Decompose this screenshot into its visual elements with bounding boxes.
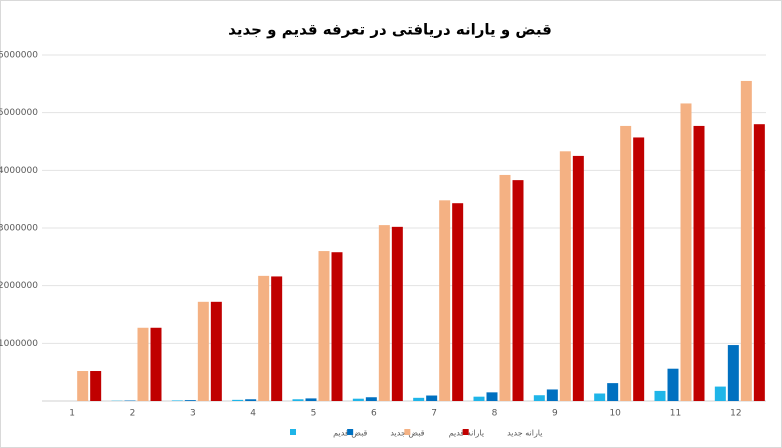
bar [727,345,739,401]
bar [271,276,283,401]
bar [486,392,498,401]
y-tick-label: 3000000 [0,224,38,234]
bar [245,399,257,401]
bar [607,383,619,401]
bar [693,125,705,402]
bar [714,386,726,401]
bar [426,395,438,401]
bar [753,124,765,401]
x-tick-label: 1 [69,409,75,419]
x-tick-label: 5 [311,409,317,419]
bar [633,137,645,402]
bar [90,371,102,401]
x-tick-label: 8 [492,409,498,419]
bar [197,301,209,401]
legend-label: یارانه جدید [507,429,542,438]
chart-title: قبض و یارانه دریافتی در تعرفه قدیم و جدی… [228,21,552,39]
bar [391,226,403,401]
bar [305,398,317,401]
bar [292,399,304,401]
x-tick-label: 9 [552,409,558,419]
bar [137,327,149,401]
y-tick-label: 1000000 [0,339,38,349]
bar [365,397,377,401]
x-tick-label: 10 [609,409,621,419]
bar [331,252,343,401]
bar [473,396,485,401]
bar [184,400,196,401]
bar [352,398,364,401]
y-tick-label: 5000000 [0,108,38,118]
bar [452,203,464,401]
bar [439,200,451,401]
x-tick-label: 11 [670,409,681,419]
bar [512,180,524,401]
bar [680,103,692,401]
x-tick-label: 12 [730,409,741,419]
bar [499,174,511,401]
bar [546,389,558,401]
bar [258,275,270,401]
legend-swatch [404,429,411,435]
bar [533,395,545,401]
bar [594,393,606,401]
bar [654,390,666,401]
legend-swatch [462,429,469,435]
bar [171,400,183,401]
y-tick-label: 6000000 [0,51,38,61]
bar [740,80,752,401]
legend-swatch [347,429,354,435]
bar [378,225,390,401]
x-tick-label: 7 [431,409,437,419]
bar [572,155,584,401]
bar [667,368,679,401]
bar [559,151,571,401]
bar [620,125,632,402]
bar [413,397,425,401]
y-tick-label: 2000000 [0,281,38,291]
legend-swatch [290,429,296,435]
y-tick-label: 4000000 [0,166,38,176]
x-tick-label: 4 [250,409,256,419]
x-tick-label: 6 [371,409,377,419]
bar [210,301,222,401]
bar [318,251,330,401]
x-tick-label: 3 [190,409,196,419]
bar [150,327,162,401]
bar [77,371,89,401]
x-tick-label: 2 [130,409,136,419]
bar [232,399,244,401]
